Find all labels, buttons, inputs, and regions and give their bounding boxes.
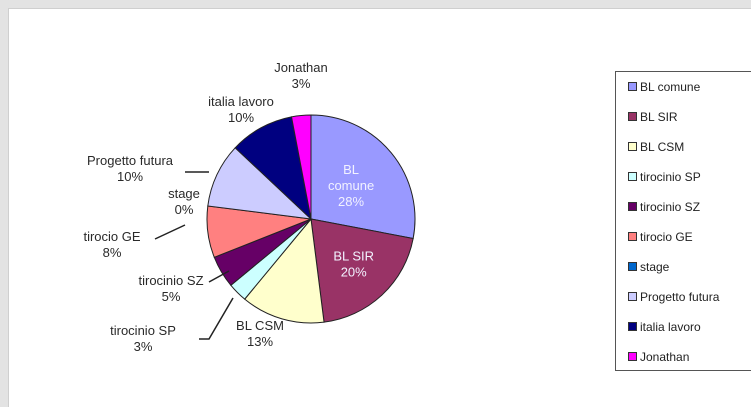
legend-item-tirocinio-sz: tirocinio SZ	[628, 200, 700, 214]
slice-label-progetto-futura: Progetto futura 10%	[87, 153, 174, 184]
legend-swatch	[628, 82, 637, 91]
legend-label: BL CSM	[640, 140, 685, 154]
legend-label: BL comune	[640, 80, 701, 94]
chart-area: BL comune 28% BL SIR 20% BL CSM 13% tirocinio S…	[8, 8, 751, 407]
legend-item-stage: stage	[628, 260, 669, 274]
legend-label: BL SIR	[640, 110, 678, 124]
legend-label: Progetto futura	[640, 290, 720, 304]
legend-label: tirocio GE	[640, 230, 693, 244]
legend-item-progetto-futura: Progetto futura	[628, 290, 719, 304]
slice-label-italia-lavoro: italia lavoro 10%	[208, 94, 274, 125]
legend-swatch	[628, 322, 637, 331]
pie-slice-bl-csm	[244, 217, 325, 324]
legend-item-tirocio-ge: tirocio GE	[628, 230, 693, 244]
legend-label: tirocinio SZ	[640, 200, 701, 214]
legend-label: tirocinio SP	[640, 170, 701, 184]
leader-line-tirocinio-sp	[199, 297, 234, 340]
legend-item-jonathan: Jonathan	[628, 350, 689, 364]
slice-label-tirocinio-sz: tirocinio SZ 5%	[138, 273, 203, 304]
legend-swatch	[628, 262, 637, 271]
slice-label-bl-sir: BL SIR 20%	[333, 248, 374, 279]
legend-item-bl-sir: BL SIR	[628, 110, 678, 124]
pie-chart: BL comune 28% BL SIR 20% BL CSM 13% tirocinio S…	[83, 60, 416, 354]
slice-label-tirocio-ge: tirocio GE 8%	[83, 229, 140, 260]
slice-label-bl-csm: BL CSM 13%	[236, 318, 284, 349]
pie-slice-jonathan	[290, 114, 312, 220]
legend-swatch	[628, 292, 637, 301]
pie-slice-bl-comune	[310, 114, 416, 240]
legend-item-bl-csm: BL CSM	[628, 140, 684, 154]
pie-slice-bl-sir	[310, 218, 414, 323]
legend-swatch	[628, 112, 637, 121]
legend-label: italia lavoro	[640, 320, 701, 334]
legend-label: stage	[640, 260, 670, 274]
legend-item-tirocinio-sp: tirocinio SP	[628, 170, 701, 184]
legend-swatch	[628, 172, 637, 181]
legend-swatch	[628, 202, 637, 211]
slice-label-tirocinio-sp: tirocinio SP 3%	[110, 323, 176, 354]
legend-swatch	[628, 232, 637, 241]
legend-swatch	[628, 142, 637, 151]
leader-line-tirocio-ge	[154, 224, 186, 240]
legend-item-italia-lavoro: italia lavoro	[628, 320, 701, 334]
chart-legend: BL comune BL SIR BL CSM tirocinio SP tirocin…	[615, 71, 751, 371]
legend-label: Jonathan	[640, 350, 690, 364]
slice-label-stage: stage 0%	[168, 186, 200, 217]
legend-item-bl-comune: BL comune	[628, 80, 700, 94]
legend-swatch	[628, 352, 637, 361]
slice-label-jonathan: Jonathan 3%	[274, 60, 328, 91]
slice-label-bl-comune: BL comune 28%	[328, 162, 374, 209]
leader-line-tirocinio-sz	[208, 270, 230, 283]
